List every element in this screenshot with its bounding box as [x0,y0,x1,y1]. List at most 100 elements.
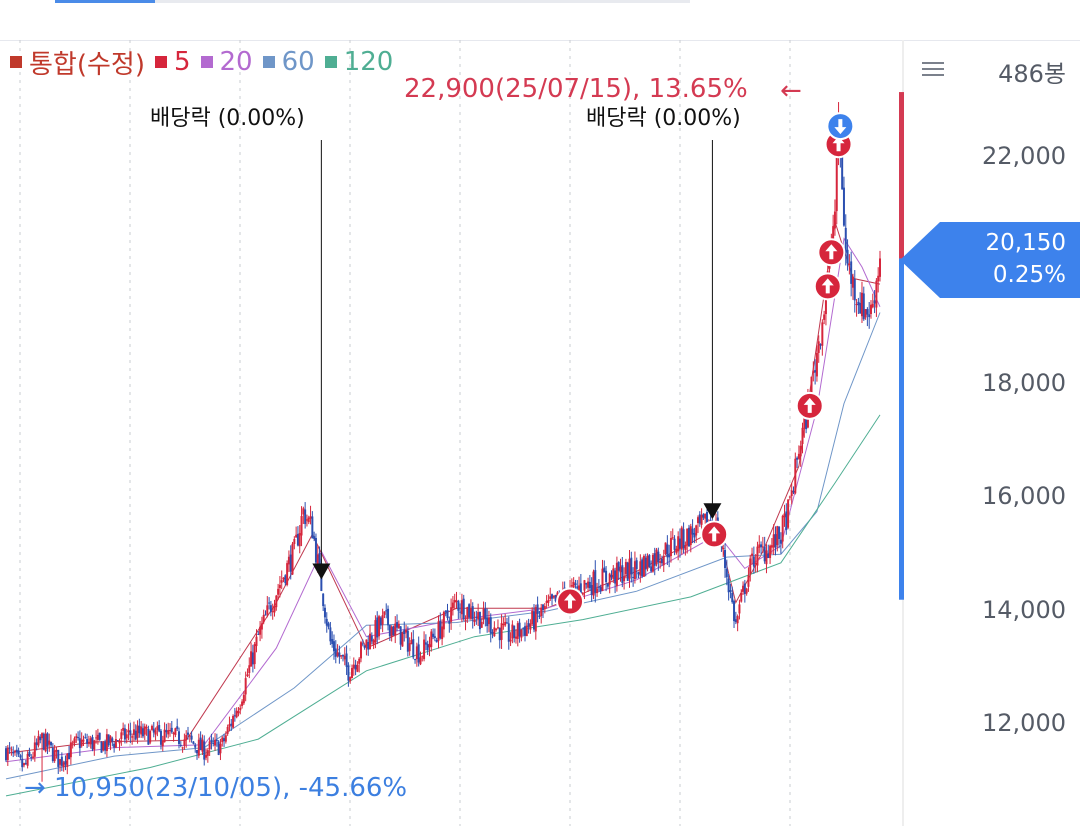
down-triangle-icon [312,563,331,580]
candle-body [842,187,845,226]
legend-item[interactable]: 5 [154,47,191,77]
candle-body [30,756,33,758]
down-arrow-icon [834,119,847,135]
candle-body [42,733,45,750]
candle-body [237,711,240,714]
legend-item[interactable]: 20 [200,47,253,77]
candle-body [588,581,591,589]
candle-body [246,674,249,676]
candle-body [545,600,548,603]
candle-body [59,759,62,765]
up-arrow-icon [803,397,816,413]
candle-body [19,755,22,758]
candle-body [788,496,791,498]
candle-body [214,739,217,746]
candle-body [724,550,727,568]
candle-body [177,731,180,744]
candle-body [592,571,595,596]
candle-body [538,615,541,617]
candle-body [736,616,739,624]
candle-body [704,513,707,519]
candle-body [338,652,341,658]
candle-body [159,730,162,745]
legend-item[interactable]: 통합(수정) [10,44,145,81]
candle-body [587,581,590,588]
candle-body [797,453,800,459]
candle-body [814,370,817,373]
candle-body [96,734,99,740]
candle-body [293,539,296,544]
candle-body [287,556,290,565]
candle-body [201,739,204,752]
candle-body [262,614,265,623]
candle-body [633,561,636,580]
candle-body [419,657,422,665]
range-bar-down [899,258,904,600]
candle-body [282,577,285,580]
candle-body [37,736,40,746]
current-price-value: 20,150 [985,230,1066,256]
legend-item[interactable]: 60 [262,47,315,77]
candle-body [873,300,876,304]
candle-body [55,749,58,752]
candle-body [678,538,681,549]
candle-body [374,620,377,643]
candle-body [617,562,620,571]
candlestick-chart[interactable] [0,40,1080,826]
candle-body [787,499,790,528]
candle-body [401,632,404,647]
candle-body [192,741,195,744]
candle-body [632,576,635,578]
y-tick-label: 14,000 [982,596,1066,624]
candle-body [475,616,478,619]
bar-count-label[interactable]: 486봉 [998,60,1066,88]
candle-body [551,594,554,599]
candle-body [219,743,222,754]
candle-body [778,526,781,540]
candle-body [44,733,47,752]
candle-body [187,732,190,735]
candle-body [486,617,489,627]
legend-item[interactable]: 120 [324,47,393,77]
candle-body [253,644,256,665]
candle-body [464,619,467,621]
candle-body [877,275,880,282]
candle-body [796,457,799,460]
candle-body [781,515,784,542]
candle-body [841,154,844,190]
candle-body [477,612,480,620]
candle-body [255,636,258,647]
candle-body [576,586,579,589]
legend-label: 통합(수정) [29,49,145,80]
candle-body [743,583,746,595]
hamburger-menu-icon[interactable] [918,56,948,82]
candle-body [794,458,797,494]
candle-body [505,622,508,624]
candle-body [426,643,429,651]
candle-body [172,732,175,735]
candle-body [8,747,11,749]
candle-body [446,610,449,619]
candle-body [833,211,836,229]
candle-body [742,585,745,592]
candle-body [430,631,433,648]
active-tab-indicator[interactable] [55,0,155,3]
candle-body [651,554,654,572]
candle-body [579,583,582,594]
candle-body [435,640,438,643]
candle-body [731,592,734,603]
candle-body [196,749,199,754]
candle-body [89,738,92,745]
candle-body [206,750,209,756]
candle-body [803,413,806,429]
candle-body [487,617,490,625]
candle-body [23,763,26,766]
candle-body [482,608,485,620]
candle-body [82,739,85,742]
candle-body [621,565,624,583]
candle-body [615,562,618,587]
candle-body [805,410,808,430]
candle-body [684,545,687,550]
legend-swatch [262,56,275,68]
down-triangle-icon [703,503,722,520]
